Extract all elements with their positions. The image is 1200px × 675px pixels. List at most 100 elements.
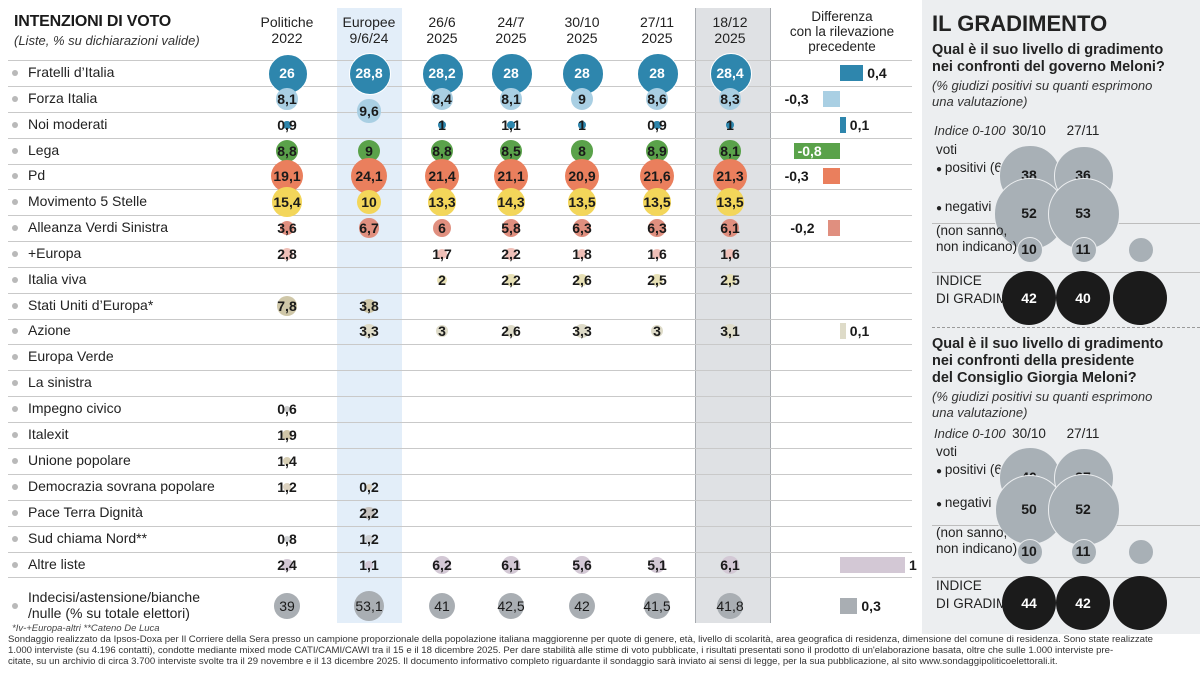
data-bubble bbox=[719, 140, 741, 162]
data-label: 2,2 bbox=[359, 505, 379, 521]
data-label: 13,3 bbox=[428, 194, 456, 210]
data-label: 28 bbox=[574, 65, 590, 81]
column-header: 26/6 2025 bbox=[426, 14, 458, 46]
data-label: 8,1 bbox=[277, 91, 297, 107]
data-bubble bbox=[568, 188, 596, 216]
column-header: 27/11 2025 bbox=[640, 14, 674, 46]
data-bubble bbox=[275, 139, 299, 163]
data-bubble bbox=[428, 188, 456, 216]
data-label: 5,1 bbox=[647, 557, 667, 573]
row-bullet bbox=[12, 406, 18, 412]
data-label: 2,2 bbox=[501, 246, 521, 262]
data-bubble bbox=[354, 591, 384, 621]
approval-bubble bbox=[1056, 576, 1110, 630]
data-bubble bbox=[643, 592, 671, 620]
row-bullet bbox=[12, 432, 18, 438]
data-label: 0,9 bbox=[647, 117, 667, 133]
approval-value: 42 bbox=[1075, 595, 1091, 611]
row-separator bbox=[8, 215, 912, 216]
row-bullet bbox=[12, 458, 18, 464]
data-bubble bbox=[274, 593, 300, 619]
data-bubble bbox=[576, 248, 588, 260]
panel-divider bbox=[932, 327, 1200, 328]
row-bullet bbox=[12, 562, 18, 568]
data-bubble bbox=[497, 592, 525, 620]
data-bubble bbox=[280, 247, 294, 261]
approval-separator bbox=[932, 577, 1200, 578]
data-label: 8,3 bbox=[720, 91, 740, 107]
difference-label: -0,3 bbox=[784, 168, 809, 184]
data-label: 3 bbox=[653, 323, 661, 339]
index-scale-label: Indice 0-100 bbox=[934, 426, 1006, 441]
row-separator bbox=[8, 293, 912, 294]
data-bubble bbox=[424, 158, 460, 194]
approval-column-header: 27/11 bbox=[1066, 426, 1100, 441]
data-bubble bbox=[652, 249, 662, 259]
data-bubble bbox=[428, 592, 456, 620]
difference-bar bbox=[840, 557, 905, 573]
row-bullet bbox=[12, 122, 18, 128]
difference-label: 0,4 bbox=[867, 65, 887, 81]
data-label: 8,8 bbox=[277, 143, 297, 159]
party-label: Azione bbox=[28, 322, 71, 338]
data-label: 9 bbox=[365, 143, 373, 159]
data-bubble bbox=[500, 88, 522, 110]
row-separator bbox=[8, 138, 912, 139]
data-bubble bbox=[724, 274, 736, 286]
approval-bubble bbox=[1071, 539, 1097, 565]
approval-bubble bbox=[1140, 477, 1142, 479]
column-header: 18/12 2025 bbox=[712, 14, 748, 46]
row-separator bbox=[8, 189, 912, 190]
difference-label: -0,2 bbox=[790, 220, 815, 236]
data-label: 1 bbox=[726, 117, 734, 133]
data-bubble bbox=[570, 87, 594, 111]
data-bubble bbox=[431, 88, 453, 110]
data-bubble bbox=[504, 324, 518, 338]
data-bubble bbox=[646, 88, 668, 110]
data-label: 6,2 bbox=[432, 557, 452, 573]
data-bubble bbox=[357, 139, 381, 163]
data-label: 3,1 bbox=[720, 323, 740, 339]
row-bullet bbox=[12, 148, 18, 154]
column-header: 30/10 2025 bbox=[564, 14, 600, 46]
data-bubble bbox=[650, 324, 664, 338]
data-label: 7,8 bbox=[277, 298, 297, 314]
chart-subtitle: (Liste, % su dichiarazioni valide) bbox=[14, 33, 200, 48]
data-label: 53,1 bbox=[355, 598, 383, 614]
data-label: 5,8 bbox=[501, 220, 521, 236]
data-bubble bbox=[571, 140, 593, 162]
data-bubble bbox=[653, 121, 661, 129]
data-bubble bbox=[493, 158, 529, 194]
approval-column-header: 27/11 bbox=[1066, 123, 1100, 138]
difference-bar bbox=[828, 220, 840, 236]
party-label: Italia viva bbox=[28, 271, 87, 287]
approval-note: (% giudizi positivi su quanti esprimono bbox=[932, 389, 1153, 404]
party-label: Altre liste bbox=[28, 556, 86, 572]
data-label: 1,1 bbox=[359, 557, 379, 573]
data-label: 15,4 bbox=[273, 194, 301, 210]
row-separator bbox=[8, 164, 912, 165]
data-label: 21,4 bbox=[428, 168, 456, 184]
approval-note: una valutazione) bbox=[932, 94, 1028, 109]
approval-value: 50 bbox=[1021, 501, 1037, 517]
party-label: Indecisi/astensione/bianche/nulle (% su … bbox=[28, 589, 201, 621]
data-label: 1 bbox=[438, 117, 446, 133]
data-label: 6,1 bbox=[720, 557, 740, 573]
data-bubble bbox=[568, 592, 596, 620]
data-bubble bbox=[575, 273, 589, 287]
data-label: 2,6 bbox=[572, 272, 592, 288]
row-bullet bbox=[12, 354, 18, 360]
party-label: Noi moderati bbox=[28, 116, 108, 132]
data-bubble bbox=[365, 561, 373, 569]
approval-value: 44 bbox=[1021, 595, 1037, 611]
data-label: 9 bbox=[578, 91, 586, 107]
approval-value: 10 bbox=[1021, 241, 1037, 257]
data-label: 6,3 bbox=[647, 220, 667, 236]
approval-bubble bbox=[1056, 271, 1110, 325]
row-separator bbox=[8, 448, 912, 449]
approval-column-header: 30/10 bbox=[1012, 426, 1046, 441]
data-label: 1,2 bbox=[277, 479, 297, 495]
data-label: 42,5 bbox=[497, 598, 525, 614]
party-label: Pd bbox=[28, 167, 46, 183]
data-bubble bbox=[645, 139, 669, 163]
